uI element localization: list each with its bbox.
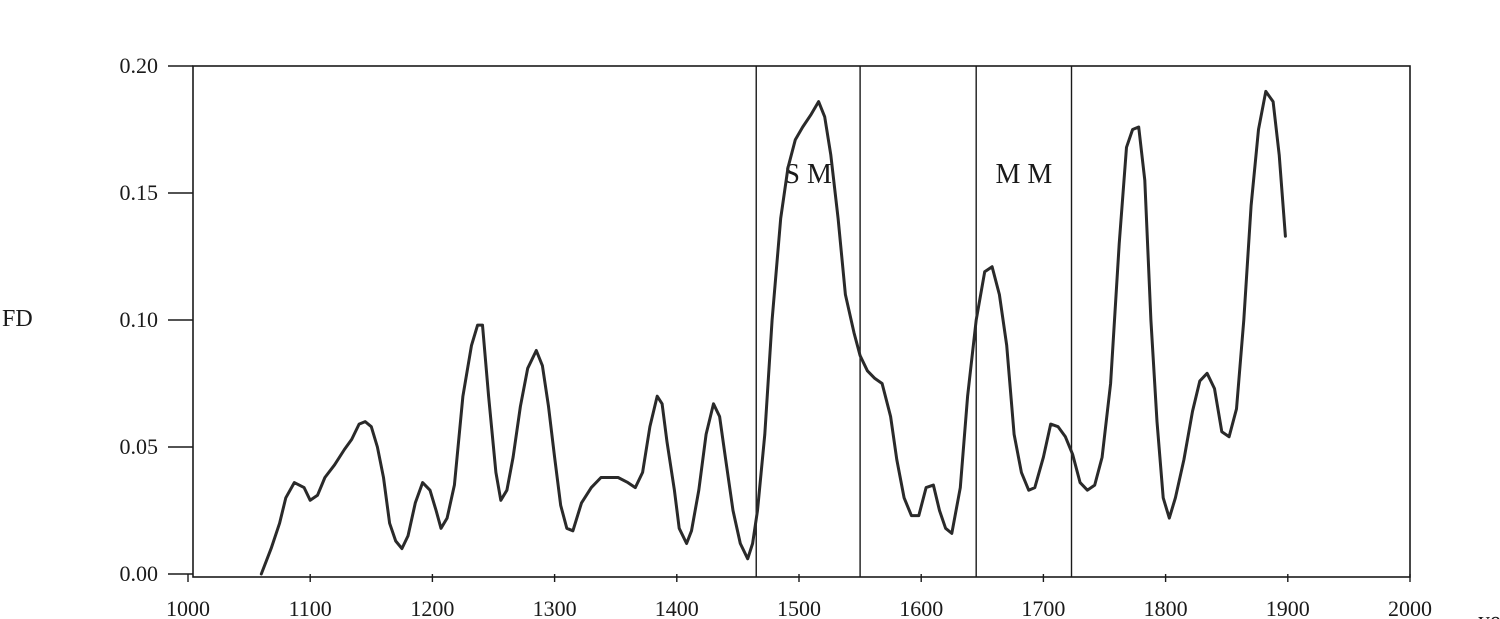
band-label: M M <box>995 159 1052 190</box>
x-tick-label: 1300 <box>533 596 577 619</box>
x-tick-label: 1400 <box>655 596 699 619</box>
y-tick-label: 0.20 <box>120 53 159 78</box>
x-tick-label: 1200 <box>410 596 454 619</box>
band-label: S M <box>784 159 832 190</box>
x-tick-label: 2000 <box>1388 596 1432 619</box>
series-group <box>259 89 1287 576</box>
y-tick-label: 0.15 <box>120 180 159 205</box>
tick-labels: 1000 1100 1200 1300 1400 1500 1600 1700 1800 1900… <box>120 53 1433 619</box>
x-tick-label: 1600 <box>899 596 943 619</box>
x-tick-label: 1900 <box>1266 596 1310 619</box>
y-axis-label: FD <box>2 306 33 332</box>
y-tick-label: 0.10 <box>120 307 159 332</box>
y-tick-label: 0.05 <box>120 434 159 459</box>
plot-frame <box>192 65 1411 578</box>
x-tick-label: 1700 <box>1021 596 1065 619</box>
axis-ticks <box>168 65 1411 582</box>
x-tick-label: 1000 <box>166 596 210 619</box>
x-tick-label: 1100 <box>289 596 332 619</box>
y-tick-label: 0.00 <box>120 561 159 586</box>
x-axis-label: ye <box>1478 608 1500 619</box>
plot-border <box>192 65 1411 578</box>
x-tick-label: 1500 <box>777 596 821 619</box>
x-tick-label: 1800 <box>1144 596 1188 619</box>
fd-series-line <box>259 89 1287 576</box>
